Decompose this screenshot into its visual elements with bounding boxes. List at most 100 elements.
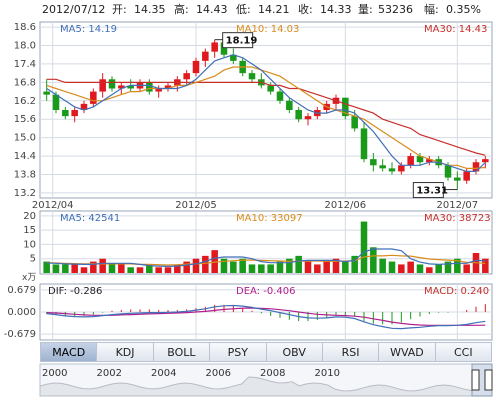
price-y-tick: 17.4 [14,59,36,70]
price-y-tick: 16.8 [14,77,36,88]
volume-ma5-legend: MA5: 42541 [60,213,120,224]
price-candles [43,39,489,190]
price-x-tick-labels: 2012/04 2012/05 2012/06 2012/07 [32,200,478,211]
candle-body [267,85,274,92]
candle-body [407,156,414,166]
candle-body [304,116,312,120]
volume-ma5-line [46,248,486,268]
volume-bar [276,261,284,273]
range-history-area [39,376,473,397]
volume-bar [239,258,246,273]
range-left-handle[interactable] [471,369,480,391]
candle-body [276,91,284,101]
volume-bar [108,264,116,273]
volume-bar [43,261,50,273]
high-price-marker: 18.19 [214,32,257,49]
range-year-label: 2004 [151,368,176,379]
candle-body [472,162,480,172]
volume-y-tick: 20 [23,211,36,222]
candle-body [52,94,60,110]
volume-bar [323,261,330,273]
tab-kdj[interactable]: KDJ [97,342,154,362]
low-marker-box [412,182,444,199]
range-year-label: 2006 [206,368,231,379]
volume-bar [435,264,442,273]
header-low-value: 14.21 [258,3,290,16]
price-y-tick: 18.6 [14,22,36,33]
price-y-tick: 13.8 [14,170,36,181]
volume-bar [286,258,293,273]
macd-y-tick: -0.679 [4,329,36,340]
candle-body [99,79,106,92]
header-change-value: 0.35% [446,3,481,16]
volume-bar [52,264,60,273]
volume-bar [258,264,265,273]
volume-ma10-legend: MA10: 33097 [236,213,303,224]
volume-bar [360,221,368,273]
header-close-value: 14.33 [320,3,352,16]
price-ma10-legend: MA10: 14.03 [236,24,299,35]
volume-bar [99,258,106,273]
volume-ma30-legend: MA30: 38723 [424,213,491,224]
tab-macd[interactable]: MACD [40,342,98,362]
candle-body [388,168,396,172]
macd-dif-legend: DIF: -0.286 [48,286,102,297]
candle-body [202,51,209,61]
volume-bar [248,264,256,273]
price-ma5-legend: MA5: 14.19 [60,24,117,35]
candle-body [183,73,190,80]
volume-bar [183,261,190,273]
candle-body [80,103,88,110]
volume-bar [202,255,209,273]
tab-obv[interactable]: OBV [266,342,323,362]
tab-rsi[interactable]: RSI [322,342,380,362]
volume-unit-label: x万 [22,273,36,283]
price-gridlines [40,22,492,198]
volume-bar [379,258,386,273]
candle-body [379,165,386,169]
volume-bar [444,261,452,273]
volume-bar [463,264,470,273]
header-volume-label: 量: [358,3,373,16]
macd-y-tick: 0.000 [7,307,36,318]
volume-bar [407,261,414,273]
candle-body [127,85,134,89]
volume-y-tick: 5 [30,254,36,265]
candle-body [342,97,349,117]
volume-bar [370,247,377,273]
price-x-tick: 2012/07 [437,200,479,211]
tab-boll[interactable]: BOLL [153,342,211,362]
low-price-marker: 13.31 [412,182,458,199]
volume-bar [342,261,349,273]
tab-wvad[interactable]: WVAD [379,342,436,362]
price-y-tick: 18.0 [14,41,36,52]
range-year-labels: 2000 2002 2004 2006 2008 2010 [42,368,340,379]
price-y-tick: 15.0 [14,133,36,144]
range-year-label: 2000 [42,368,67,379]
volume-bars [43,221,489,273]
range-right-handle[interactable] [484,369,493,391]
candle-body [360,128,368,160]
header-high-value: 14.43 [196,3,228,16]
volume-bar [304,261,312,273]
macd-dea-line [46,307,486,326]
candle-body [90,91,97,104]
tab-psy[interactable]: PSY [210,342,267,362]
price-ma30-line [46,78,486,156]
range-year-label: 2008 [260,368,285,379]
candle-body [155,88,162,92]
macd-value-legend: MACD: 0.240 [424,286,489,297]
price-x-tick: 2012/06 [325,200,367,211]
volume-bar [118,264,125,273]
candle-body [482,159,489,163]
macd-dif-line [46,304,486,330]
price-x-tick: 2012/04 [32,200,74,211]
candle-body [230,54,237,61]
price-ma10-line [46,66,486,169]
candle-body [248,73,256,80]
header-change-label: 幅: [424,3,439,16]
candle-body [295,110,302,120]
tab-cci[interactable]: CCI [435,342,492,362]
price-ma5-line [46,54,486,172]
